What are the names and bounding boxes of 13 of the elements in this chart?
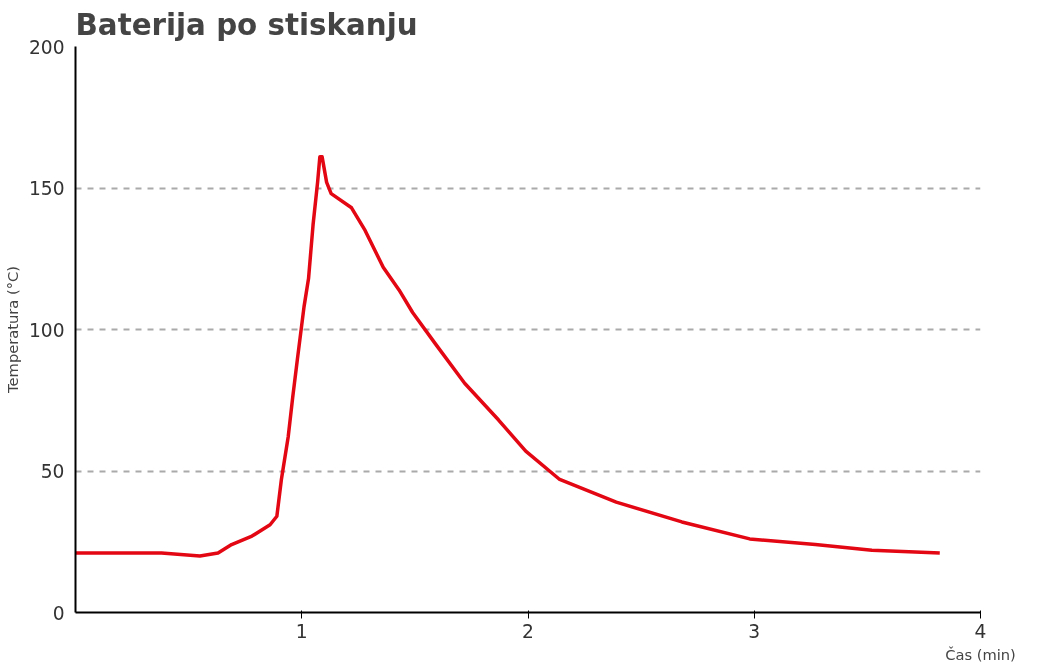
x-tick-label: 3 [748,620,761,642]
x-axis-title: Čas (min) [945,645,1016,663]
y-tick-label: 200 [28,36,65,58]
x-tick-label: 1 [295,620,308,642]
y-tick-label: 50 [40,461,65,482]
x-tick-label: 4 [974,620,987,642]
y-tick-label: 150 [28,178,65,199]
y-tick-label: 100 [28,319,65,341]
line-series [75,155,942,558]
x-tick-label: 2 [522,620,534,642]
y-axis-title: Temperatura (°C) [3,266,21,394]
chart-title: Baterija po stiskanju [75,7,418,42]
y-tick-label: 0 [52,602,65,624]
